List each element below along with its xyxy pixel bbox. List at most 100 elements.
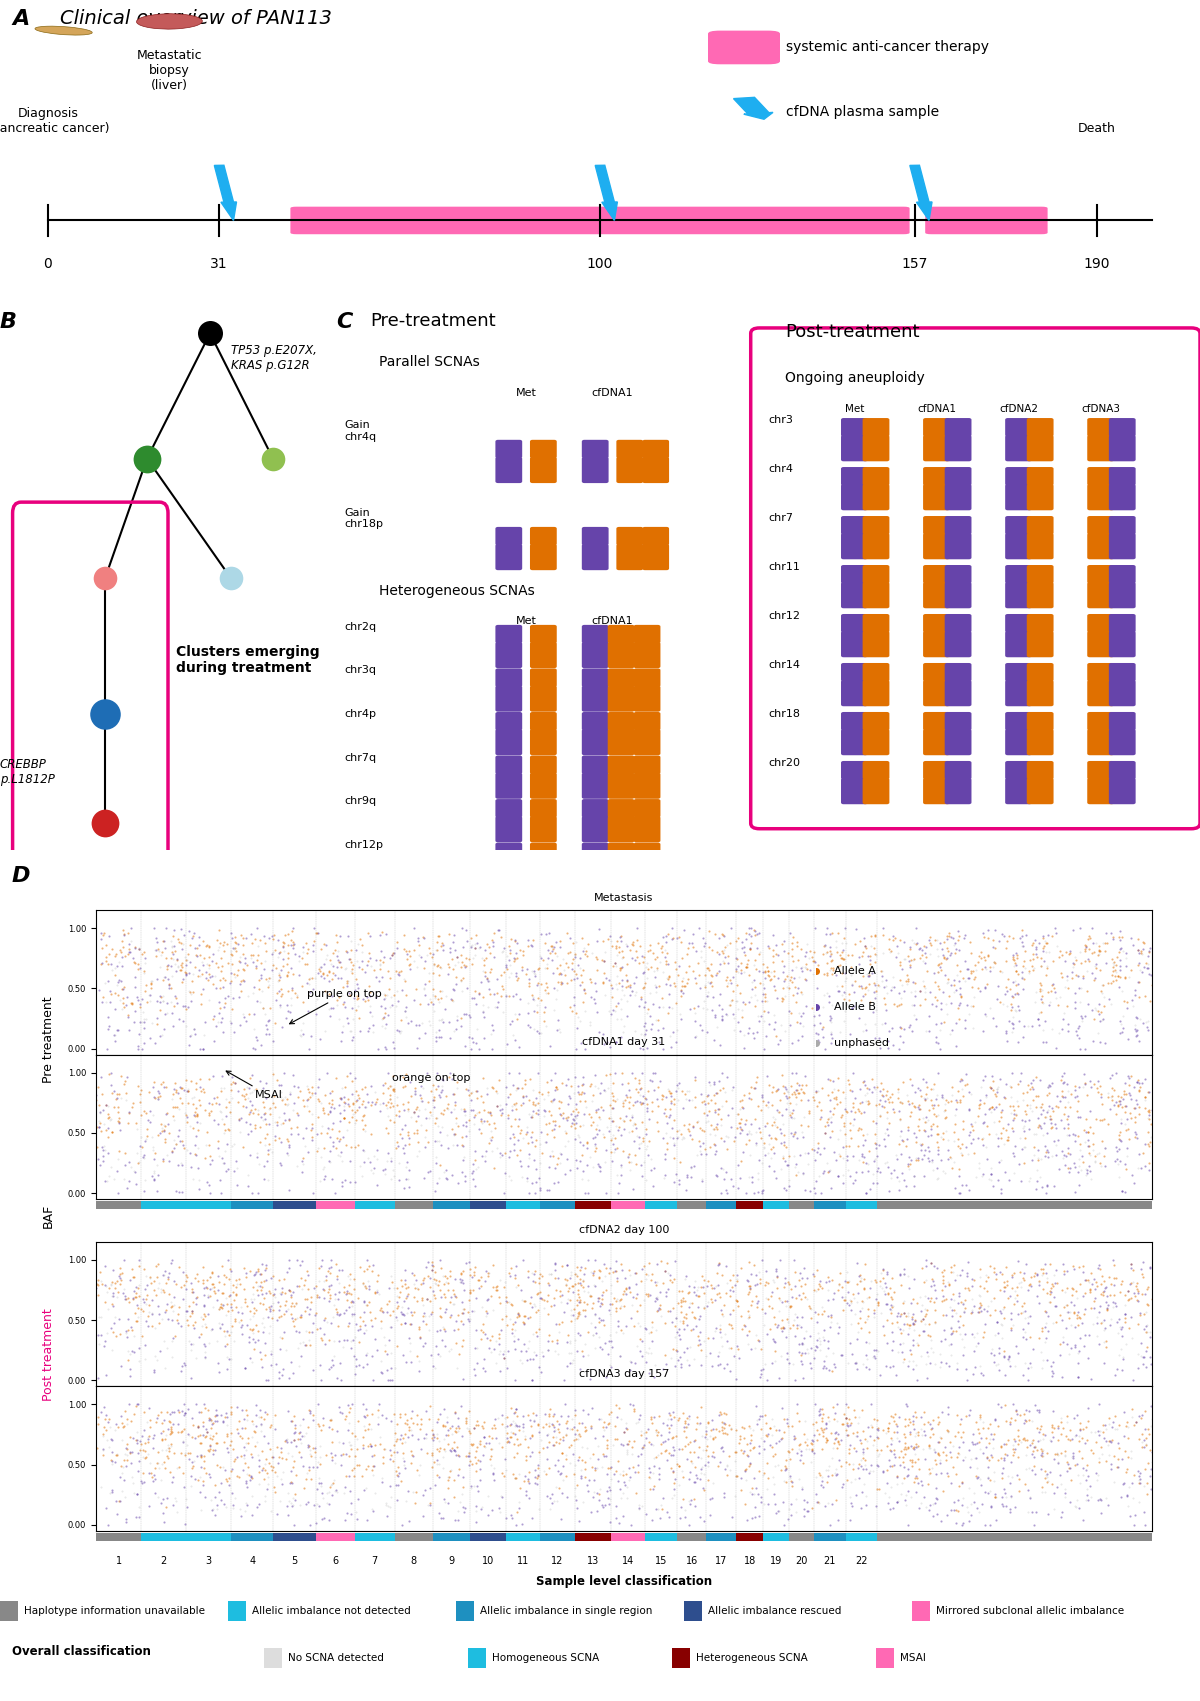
Point bbox=[186, 1284, 205, 1311]
Point bbox=[164, 1284, 184, 1311]
Point bbox=[812, 1301, 832, 1328]
Point bbox=[935, 944, 954, 971]
Point bbox=[467, 1099, 486, 1126]
Point bbox=[647, 1284, 666, 1311]
Point bbox=[828, 1162, 847, 1189]
Point bbox=[853, 1131, 872, 1158]
Point bbox=[587, 1480, 606, 1507]
Point bbox=[251, 964, 270, 992]
Point bbox=[1009, 1415, 1028, 1442]
Point bbox=[516, 1463, 535, 1490]
Point bbox=[613, 1461, 632, 1488]
Point bbox=[520, 1101, 539, 1128]
Point bbox=[493, 1095, 512, 1123]
Point bbox=[149, 1121, 168, 1148]
Point bbox=[353, 930, 372, 958]
Point bbox=[1052, 1420, 1072, 1448]
Point bbox=[1028, 1112, 1048, 1140]
Point bbox=[684, 1439, 703, 1466]
Point bbox=[166, 1488, 185, 1516]
Point bbox=[870, 1085, 889, 1112]
Point bbox=[727, 988, 746, 1015]
Point bbox=[517, 1337, 536, 1364]
Point bbox=[220, 1471, 239, 1499]
Point bbox=[229, 1266, 248, 1293]
Point bbox=[418, 1439, 437, 1466]
Point bbox=[1076, 1414, 1096, 1441]
Point bbox=[1084, 1439, 1103, 1466]
Point bbox=[217, 1468, 236, 1495]
Point bbox=[374, 1070, 394, 1097]
Point bbox=[566, 929, 586, 956]
Point bbox=[984, 1254, 1003, 1281]
Point bbox=[1038, 1317, 1057, 1344]
Point bbox=[989, 1133, 1008, 1160]
Point bbox=[1128, 1021, 1147, 1048]
Point bbox=[541, 1087, 560, 1114]
Point bbox=[958, 992, 977, 1019]
Point bbox=[1103, 1289, 1122, 1317]
Point bbox=[217, 1330, 236, 1357]
Point bbox=[1007, 997, 1026, 1024]
Point bbox=[938, 1461, 958, 1488]
Point bbox=[703, 1116, 722, 1143]
Point bbox=[728, 1101, 748, 1128]
Point bbox=[228, 1089, 247, 1116]
Point bbox=[618, 1068, 637, 1095]
Point bbox=[436, 981, 455, 1009]
Point bbox=[178, 1075, 197, 1102]
Point bbox=[1136, 1009, 1156, 1036]
Point bbox=[127, 1116, 146, 1143]
Point bbox=[919, 1434, 938, 1461]
Point bbox=[916, 1087, 935, 1114]
Point bbox=[598, 1454, 617, 1482]
Point bbox=[824, 1094, 844, 1121]
Point bbox=[551, 1461, 570, 1488]
Point bbox=[731, 1116, 750, 1143]
Point bbox=[491, 1499, 510, 1526]
Point bbox=[349, 1351, 368, 1378]
Point bbox=[836, 1097, 856, 1124]
Point bbox=[780, 1010, 799, 1038]
Point bbox=[436, 1412, 455, 1439]
Point bbox=[947, 936, 966, 963]
Point bbox=[368, 1034, 388, 1061]
Point bbox=[145, 1068, 164, 1095]
Point bbox=[278, 978, 298, 1005]
Point bbox=[278, 1128, 298, 1155]
Point bbox=[454, 1097, 473, 1124]
Point bbox=[970, 1155, 989, 1182]
Point bbox=[328, 946, 347, 973]
Point bbox=[1091, 1009, 1110, 1036]
FancyBboxPatch shape bbox=[848, 532, 860, 538]
Point bbox=[166, 1094, 185, 1121]
Point bbox=[613, 1502, 632, 1529]
Point bbox=[847, 1325, 866, 1352]
Point bbox=[538, 1121, 557, 1148]
Point bbox=[223, 951, 242, 978]
Point bbox=[931, 1424, 950, 1451]
Point bbox=[636, 1085, 655, 1112]
Point bbox=[625, 1111, 644, 1138]
Point bbox=[1043, 922, 1062, 949]
Point bbox=[192, 1442, 211, 1470]
Point bbox=[604, 1070, 623, 1097]
Point bbox=[1142, 1448, 1162, 1475]
Point bbox=[748, 934, 767, 961]
Point bbox=[548, 1169, 568, 1196]
Point bbox=[673, 964, 692, 992]
Point bbox=[995, 1158, 1014, 1186]
Point bbox=[457, 1407, 476, 1434]
Point bbox=[896, 1391, 916, 1419]
Point bbox=[568, 1337, 587, 1364]
Point bbox=[367, 1145, 386, 1172]
Point bbox=[150, 988, 169, 1015]
Point bbox=[430, 1152, 449, 1179]
Point bbox=[114, 1247, 133, 1274]
Point bbox=[782, 1473, 802, 1500]
Point bbox=[617, 1281, 636, 1308]
Point bbox=[624, 1311, 643, 1339]
Point bbox=[505, 944, 524, 971]
Point bbox=[690, 1114, 709, 1141]
Point bbox=[504, 1090, 523, 1118]
